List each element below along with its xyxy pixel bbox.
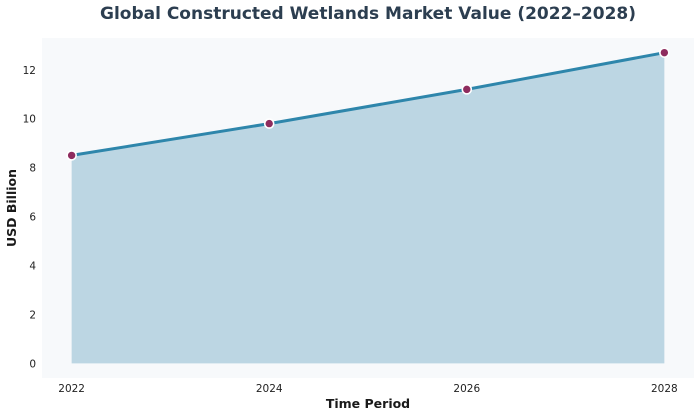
x-axis-ticks: 2022 2024 2026 2028	[58, 383, 677, 395]
data-point-2024	[263, 118, 275, 129]
y-tick-label: 2	[29, 309, 36, 321]
y-tick-label: 0	[29, 358, 36, 370]
y-axis-label: USD Billion	[4, 169, 19, 247]
x-tick-label: 2024	[256, 383, 283, 395]
area-layer	[71, 52, 665, 364]
x-axis-label: Time Period	[326, 396, 410, 411]
y-tick-label: 10	[23, 114, 36, 126]
y-tick-label: 8	[29, 163, 36, 175]
y-tick-label: 12	[23, 65, 36, 77]
y-tick-label: 6	[29, 212, 36, 224]
data-point-2028	[659, 47, 670, 58]
y-axis-ticks: 0 2 4 6 8 10 12	[23, 65, 37, 371]
chart-title: Global Constructed Wetlands Market Value…	[100, 4, 636, 24]
series-line	[71, 51, 665, 157]
x-tick-label: 2028	[651, 383, 678, 395]
series-area	[71, 52, 665, 364]
y-tick-label: 4	[29, 260, 36, 272]
line-layer	[71, 51, 665, 157]
x-tick-label: 2022	[58, 383, 85, 395]
marker-layer	[66, 47, 670, 161]
data-point-2026	[461, 84, 473, 95]
x-tick-label: 2026	[453, 383, 480, 395]
data-point-2022	[66, 150, 77, 161]
